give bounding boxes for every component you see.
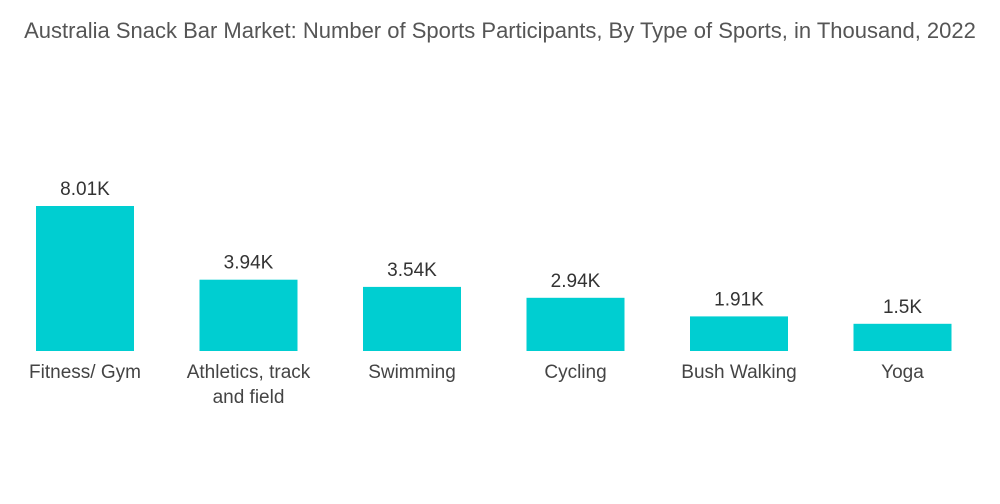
category-label-5: Yoga [881, 362, 924, 383]
bar-1 [199, 279, 298, 351]
bar-4 [690, 316, 788, 351]
value-labels-group: 8.01K 3.94K 3.54K 2.94K 1.91K 1.5K [60, 179, 922, 318]
bars-group [36, 206, 952, 351]
value-label-3: 2.94K [551, 271, 601, 292]
value-label-0: 8.01K [60, 179, 110, 200]
bar-3 [526, 297, 625, 351]
category-label-0: Fitness/ Gym [29, 362, 141, 383]
bar-5 [853, 323, 952, 351]
value-label-2: 3.54K [387, 260, 437, 281]
category-labels-group: Fitness/ Gym Athletics, track and field Swi… [29, 362, 924, 408]
value-label-5: 1.5K [883, 297, 922, 318]
bar-2 [363, 286, 461, 351]
bar-0 [36, 206, 134, 351]
chart-title: Australia Snack Bar Market: Number of Sp… [24, 18, 976, 43]
value-label-1: 3.94K [224, 253, 274, 274]
category-label-1: Athletics, track and field [187, 362, 311, 408]
category-label-4: Bush Walking [681, 362, 796, 383]
category-label-2: Swimming [368, 362, 456, 383]
value-label-4: 1.91K [714, 289, 764, 310]
category-label-3: Cycling [544, 362, 606, 383]
